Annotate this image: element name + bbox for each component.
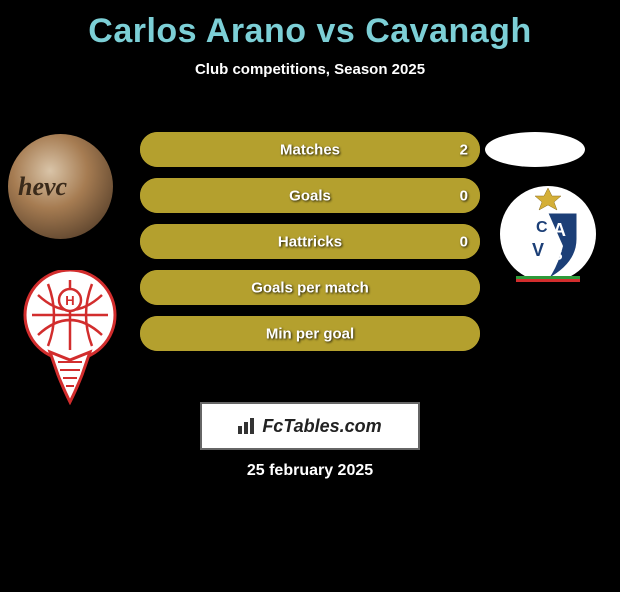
club-crest-right: C A V S [498,184,598,284]
stats-bars: Matches 2 Goals 0 Hattricks 0 Goals per match M… [140,132,480,362]
fctables-logo-box: FcTables.com [200,402,420,450]
stat-bar-label: Goals per match [251,279,369,296]
chart-icon [238,418,258,434]
logo-text: FcTables.com [262,416,381,437]
player-avatar-left [8,134,113,239]
stat-bar-row: Goals per match [140,270,480,305]
svg-text:V: V [532,240,544,260]
fctables-logo: FcTables.com [238,416,381,437]
page-title: Carlos Arano vs Cavanagh [0,12,620,51]
svg-text:H: H [65,293,74,308]
club-crest-left: H [20,270,120,405]
stat-bar-row: Hattricks 0 [140,224,480,259]
svg-text:A: A [553,220,566,240]
stat-bar-label: Matches [280,141,340,158]
stat-bar-row: Goals 0 [140,178,480,213]
stat-bar-label: Goals [289,187,331,204]
stat-bar-row: Matches 2 [140,132,480,167]
svg-text:C: C [536,219,548,236]
date-text: 25 february 2025 [247,462,373,480]
player-avatar-right [485,132,585,167]
stat-bar-value: 2 [460,141,468,158]
stat-bar-row: Min per goal [140,316,480,351]
stat-bar-label: Min per goal [266,325,354,342]
stat-bar-value: 0 [460,233,468,250]
stat-bar-label: Hattricks [278,233,342,250]
stat-bar-value: 0 [460,187,468,204]
svg-text:S: S [552,247,563,264]
subtitle: Club competitions, Season 2025 [0,61,620,78]
